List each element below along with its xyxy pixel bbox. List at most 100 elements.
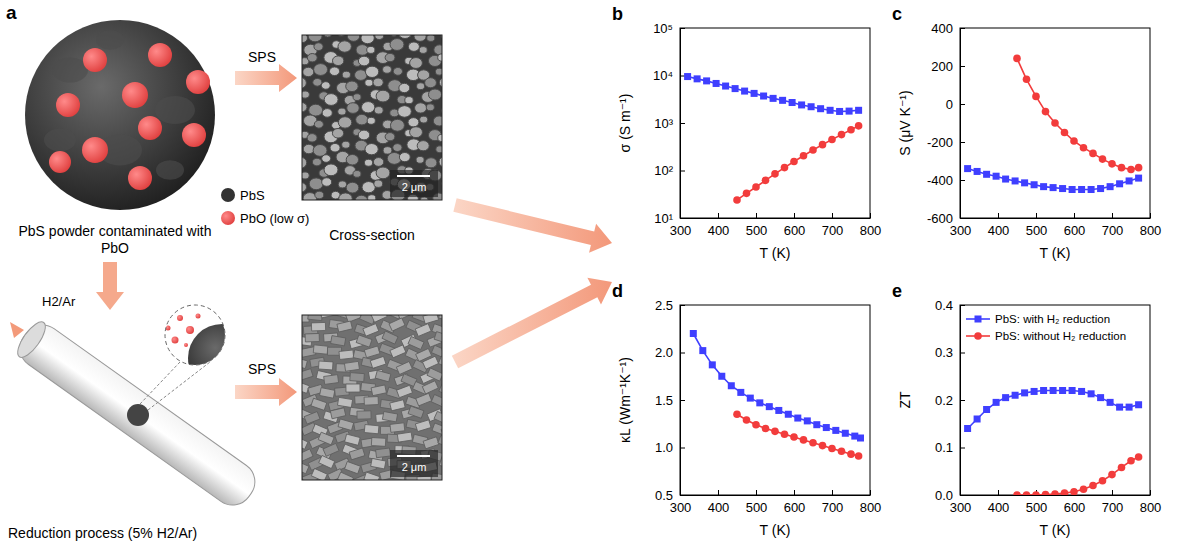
data-point: [1040, 183, 1047, 190]
data-point: [1023, 491, 1031, 495]
sem-grain: [371, 438, 385, 447]
key-label: PbS: [240, 188, 265, 203]
surface-bump: [155, 96, 195, 124]
data-point: [1042, 491, 1050, 495]
data-point: [733, 196, 741, 204]
data-point: [1070, 488, 1078, 495]
data-point: [1059, 387, 1066, 394]
sem-grain: [329, 67, 339, 76]
x-axis-title: T (K): [760, 245, 791, 261]
sem-grain: [309, 104, 323, 116]
data-point: [741, 88, 748, 95]
data-point: [1127, 457, 1135, 465]
tick-label: 10²: [654, 163, 673, 178]
tick-label: 400: [708, 500, 730, 515]
arrow: [453, 198, 612, 253]
tick-label: 10⁴: [653, 68, 673, 83]
data-point: [828, 136, 836, 144]
tick-label: 1.5: [655, 393, 673, 408]
tick: 500: [746, 490, 768, 515]
sem-background: [302, 315, 442, 480]
sem-grain: [398, 35, 412, 38]
y-axis-title: ZT: [897, 391, 913, 409]
data-point: [1108, 160, 1116, 168]
sem-grain: [374, 107, 383, 115]
tick-label: 400: [988, 500, 1010, 515]
tick-mark: [718, 213, 719, 218]
sem-grain: [323, 443, 339, 456]
series-line: [1017, 58, 1139, 169]
sem-grain: [330, 143, 340, 152]
tick: 400: [931, 21, 965, 36]
data-point: [684, 73, 691, 80]
tube: [12, 317, 262, 513]
data-point: [690, 330, 697, 337]
tick-label: 0: [946, 97, 953, 112]
tick: 700: [1102, 490, 1124, 515]
tick-mark: [1074, 213, 1075, 218]
sem-grain: [423, 356, 439, 369]
sem-grain: [330, 408, 345, 419]
sem-grain: [345, 461, 361, 473]
data-point: [1089, 482, 1097, 490]
sem-grain: [425, 78, 437, 88]
sem-grain: [302, 461, 309, 474]
tick-label: 200: [931, 59, 953, 74]
sem-grain: [438, 54, 442, 61]
panel-label: d: [612, 281, 623, 301]
x-axis-title: T (K): [1040, 245, 1071, 261]
sem-grain: [438, 134, 442, 141]
tick-label: 700: [1102, 500, 1124, 515]
tick: 1.0: [655, 440, 685, 455]
data-point: [1088, 390, 1095, 397]
tick-label: 500: [1026, 500, 1048, 515]
tick-mark: [998, 213, 999, 218]
sem-grain: [361, 102, 374, 113]
data-point: [1032, 491, 1040, 495]
sem-grain: [339, 193, 352, 200]
data-point: [1051, 119, 1059, 127]
tick: 400: [988, 213, 1010, 238]
data-point: [1012, 177, 1019, 184]
sem-grain: [371, 385, 386, 396]
sem-grain: [307, 54, 317, 62]
sem-grain: [370, 356, 386, 368]
data-point: [1040, 387, 1047, 394]
tick-mark: [832, 213, 833, 218]
sem-grain: [364, 472, 380, 480]
arrow: [235, 378, 297, 406]
data-point: [993, 399, 1000, 406]
tick-label: 10¹: [654, 211, 673, 226]
gas-label: H2/Ar: [42, 294, 76, 309]
tick-mark: [1112, 490, 1113, 495]
tick-mark: [960, 28, 965, 29]
sem-grain: [302, 102, 307, 111]
sem-grain: [307, 134, 317, 142]
sem-grain: [338, 181, 346, 188]
sem-grain: [433, 116, 442, 126]
sem-grain: [302, 91, 309, 98]
arrow: [96, 262, 124, 310]
sem-grain: [302, 369, 313, 381]
pbo-particle: [82, 137, 108, 163]
tick-label: 400: [708, 223, 730, 238]
sem-grain: [303, 144, 314, 153]
sem-grain: [390, 345, 406, 358]
series-line: [737, 126, 859, 200]
sem-grain: [302, 77, 306, 89]
sem-grain: [346, 182, 359, 193]
tick-mark: [680, 123, 685, 124]
sem-grain: [321, 82, 330, 90]
tick-label: 0.0: [935, 488, 953, 503]
axis: 300400500600700800: [950, 490, 1162, 515]
sem-grain: [367, 46, 375, 53]
pbo-particle: [148, 43, 172, 67]
sem-grain: [346, 315, 362, 322]
data-point: [842, 430, 849, 437]
sem-grain: [302, 357, 307, 368]
plot-area: [964, 55, 1142, 193]
axis-line: [681, 495, 871, 496]
arrow-label: SPS: [248, 361, 276, 377]
data-point: [703, 77, 710, 84]
sem-grain: [308, 315, 323, 321]
